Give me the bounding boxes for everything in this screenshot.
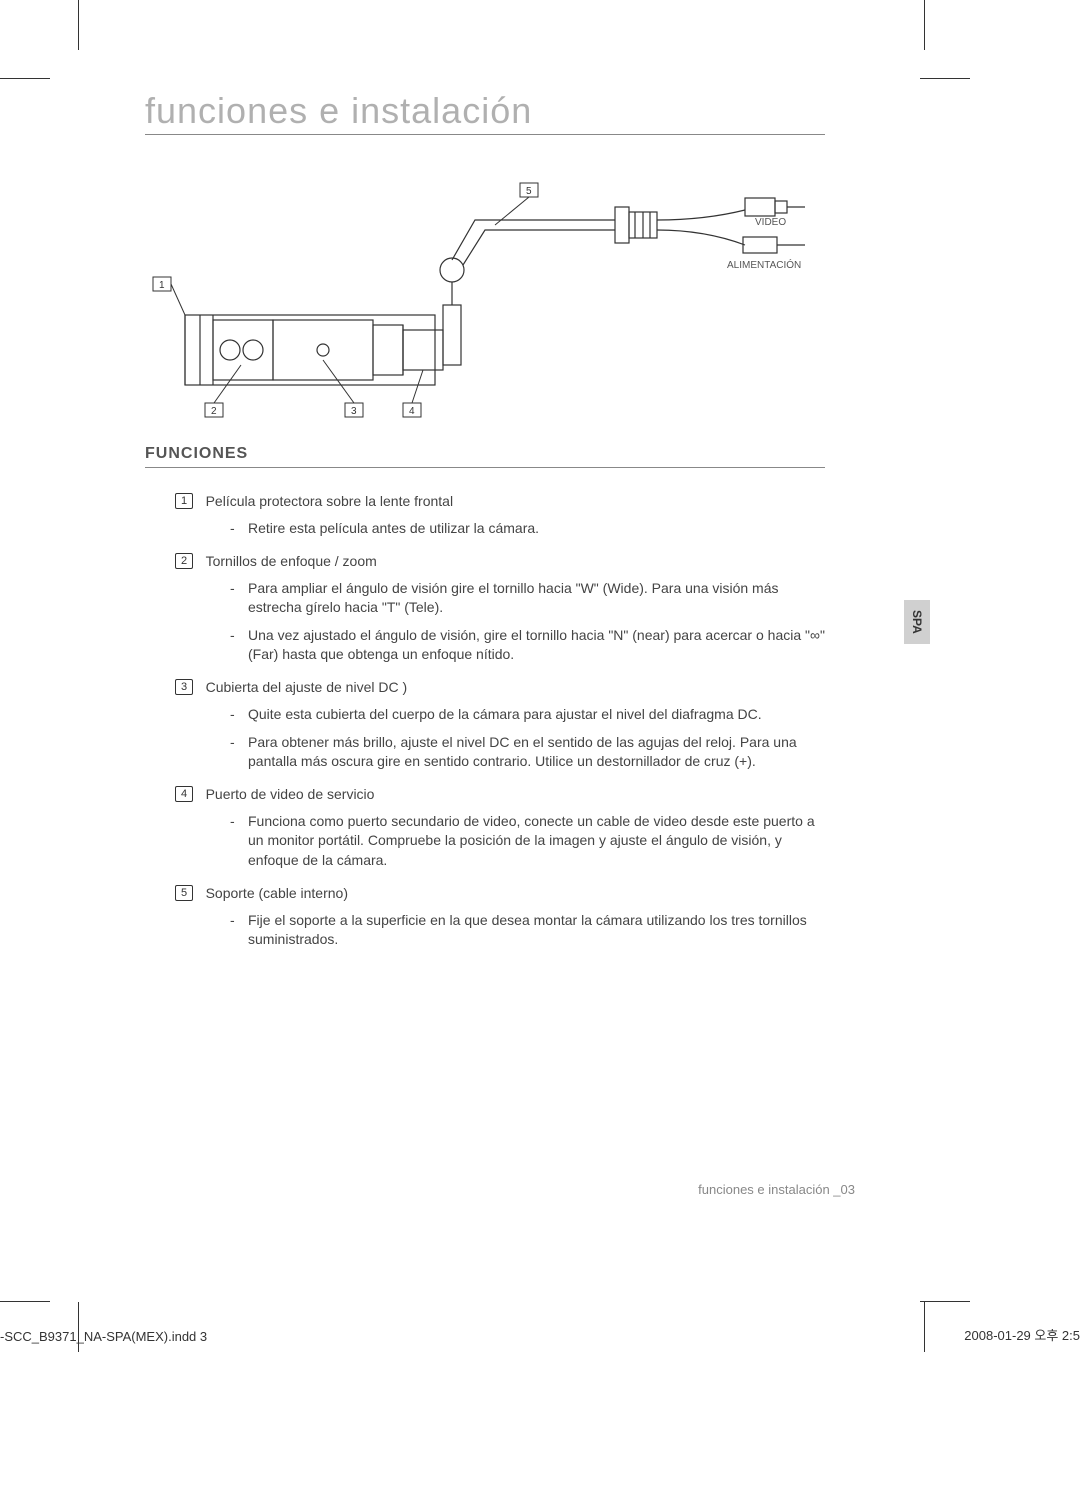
list-item: 4 Puerto de video de servicio Funciona c… (175, 786, 825, 871)
item-number: 5 (175, 885, 193, 901)
svg-text:1: 1 (159, 280, 165, 291)
item-sub: Fije el soporte a la superficie en la qu… (230, 911, 825, 950)
page-footer: funciones e instalación _03 (698, 1182, 855, 1197)
list-item: 1 Película protectora sobre la lente fro… (175, 493, 825, 539)
imprint-filename: -SCC_B9371_NA-SPA(MEX).indd 3 (0, 1329, 207, 1344)
crop-mark (924, 1302, 925, 1352)
crop-mark (78, 0, 79, 50)
item-title: Tornillos de enfoque / zoom (206, 553, 377, 569)
list-item: 3 Cubierta del ajuste de nivel DC ) Quit… (175, 679, 825, 772)
crop-mark (0, 1301, 50, 1302)
item-title: Soporte (cable interno) (206, 885, 348, 901)
page-content: funciones e instalación (145, 90, 825, 964)
camera-diagram: VIDEO ALIMENTACIÓN 1 2 3 4 5 (145, 165, 825, 425)
item-sub: Retire esta película antes de utilizar l… (230, 519, 825, 539)
function-list: 1 Película protectora sobre la lente fro… (145, 493, 825, 950)
svg-text:2: 2 (211, 406, 217, 417)
item-title: Película protectora sobre la lente front… (206, 493, 453, 509)
crop-mark (920, 78, 970, 79)
list-item: 2 Tornillos de enfoque / zoom Para ampli… (175, 553, 825, 665)
crop-mark (0, 78, 50, 79)
item-number: 4 (175, 786, 193, 802)
imprint-timestamp: 2008-01-29 오후 2:5 (964, 1325, 1080, 1344)
item-number: 3 (175, 679, 193, 695)
item-sub: Para ampliar el ángulo de visión gire el… (230, 579, 825, 618)
item-sub: Quite esta cubierta del cuerpo de la cám… (230, 705, 825, 725)
item-sub: Para obtener más brillo, ajuste el nivel… (230, 733, 825, 772)
diagram-label-video: VIDEO (755, 217, 786, 228)
language-tab: SPA (904, 600, 930, 644)
svg-text:5: 5 (526, 186, 532, 197)
crop-mark (924, 0, 925, 50)
item-number: 2 (175, 553, 193, 569)
item-sub: Funciona como puerto secundario de video… (230, 812, 825, 871)
language-tab-label: SPA (910, 610, 924, 634)
list-item: 5 Soporte (cable interno) Fije el soport… (175, 885, 825, 950)
section-title: FUNCIONES (145, 445, 825, 468)
crop-mark (78, 1302, 79, 1352)
item-title: Cubierta del ajuste de nivel DC ) (206, 679, 408, 695)
item-number: 1 (175, 493, 193, 509)
item-title: Puerto de video de servicio (206, 786, 375, 802)
page-title: funciones e instalación (145, 90, 825, 135)
item-sub: Una vez ajustado el ángulo de visión, gi… (230, 626, 825, 665)
svg-text:4: 4 (409, 406, 415, 417)
diagram-label-power: ALIMENTACIÓN (727, 258, 801, 271)
crop-mark (920, 1301, 970, 1302)
svg-text:3: 3 (351, 406, 357, 417)
